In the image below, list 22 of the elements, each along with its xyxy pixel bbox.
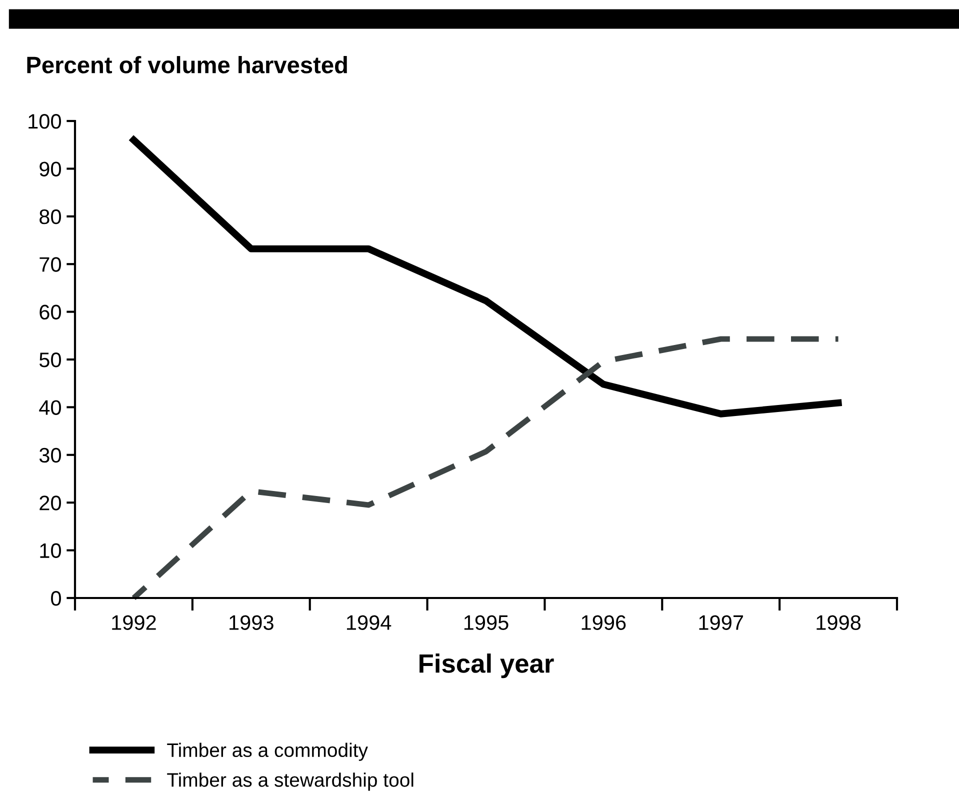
y-tick-label: 80 (40, 209, 61, 224)
legend-label: Timber as a commodity (167, 742, 368, 761)
y-tick-label: 0 (51, 591, 61, 606)
y-tick-label: 70 (40, 257, 61, 272)
x-tick-label: 1992 (112, 615, 156, 630)
x-tick-label: 1998 (816, 615, 861, 630)
y-tick-label: 40 (39, 400, 61, 415)
y-tick-label: 30 (39, 448, 61, 463)
y-tick-label: 60 (40, 304, 61, 320)
y-tick-label: 100 (28, 114, 61, 129)
y-tick-label: 50 (39, 352, 61, 368)
x-tick-label: 1994 (346, 615, 392, 630)
y-tick-label: 10 (40, 543, 61, 558)
x-tick-label: 1993 (230, 615, 274, 630)
x-tick-label: 1997 (699, 615, 743, 630)
x-tick-label: 1996 (582, 615, 626, 630)
y-tick-label: 20 (40, 496, 61, 510)
legend-label: Timber as a stewardship tool (167, 772, 414, 791)
y-tick-label: 90 (40, 162, 61, 176)
y-axis-title: Percent of volume harvested (27, 56, 347, 74)
x-tick-label: 1995 (464, 615, 508, 630)
x-axis-title: Fiscal year (420, 654, 554, 678)
